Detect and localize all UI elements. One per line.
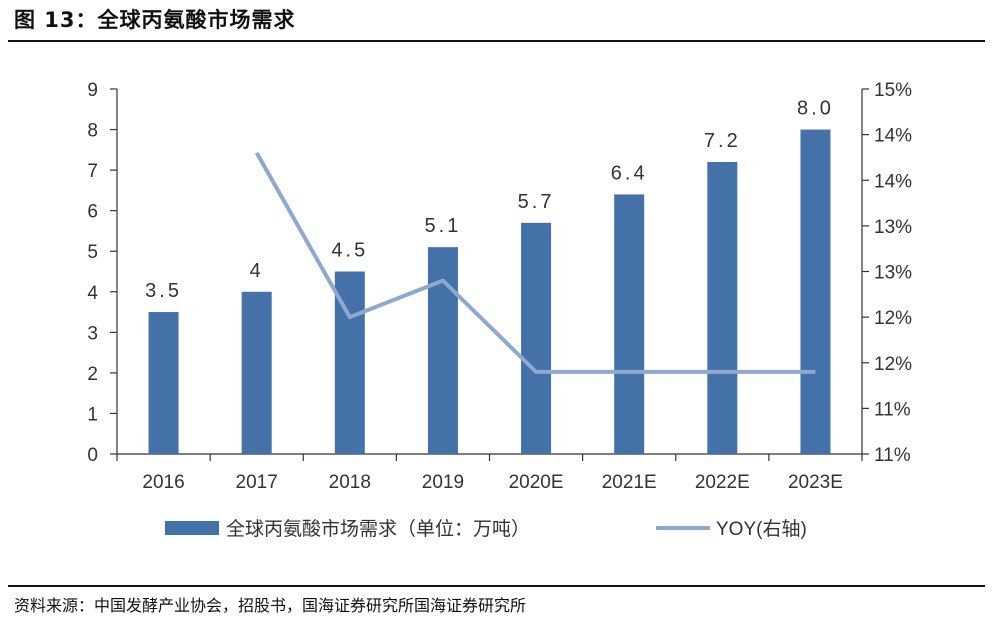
bar — [614, 194, 645, 454]
bar — [707, 162, 738, 454]
bar-data-label: 5.7 — [518, 191, 555, 213]
x-tick-label: 2022E — [695, 472, 750, 493]
x-tick-label: 2017 — [236, 472, 278, 493]
legend-label-bar: 全球丙氨酸市场需求（单位：万吨） — [226, 518, 530, 540]
bar-data-label: 8.0 — [797, 98, 834, 120]
bar-data-label: 6.4 — [611, 162, 648, 184]
y-left-tick-label: 1 — [87, 404, 98, 425]
source-rule — [8, 585, 985, 587]
y-right-tick-label: 15% — [874, 80, 912, 101]
legend-swatch-bar — [165, 521, 219, 535]
yoy-line — [254, 151, 816, 374]
y-left-tick-label: 4 — [87, 283, 98, 304]
bar-data-label: 3.5 — [145, 280, 182, 302]
bar-data-label: 7.2 — [704, 130, 741, 152]
figure-title: 图 13：全球丙氨酸市场需求 — [14, 8, 296, 32]
x-tick-label: 2016 — [142, 472, 184, 493]
x-tick-label: 2020E — [509, 472, 564, 493]
y-right-tick-label: 13% — [874, 217, 912, 238]
y-right-tick-label: 14% — [874, 126, 912, 147]
bar — [521, 222, 552, 454]
y-right-tick-label: 13% — [874, 263, 912, 284]
title-rule — [8, 40, 985, 42]
y-left-tick-label: 3 — [87, 323, 98, 344]
y-right-tick-label: 12% — [874, 354, 912, 375]
y-right-tick-label: 11% — [874, 399, 911, 420]
legend-label-line: YOY(右轴) — [716, 518, 807, 540]
y-left-tick-label: 6 — [87, 202, 98, 223]
chart: 0 1 2 3 4 5 6 7 8 9 11% 11% 12% 12% 13% 13% 14% 14% 15% 201… — [87, 80, 912, 540]
x-tick-label: 2019 — [422, 472, 464, 493]
y-left-tick-label: 5 — [87, 242, 98, 263]
x-tick-label: 2021E — [602, 472, 657, 493]
x-tick-label: 2023E — [788, 472, 843, 493]
y-left-tick-label: 8 — [87, 121, 98, 142]
bar-data-label: 4 — [250, 260, 264, 282]
y-left-tick-label: 2 — [87, 364, 98, 385]
y-right-tick-label: 14% — [874, 171, 912, 192]
y-left-tick-label: 9 — [87, 80, 98, 101]
y-left-tick-label: 7 — [87, 161, 98, 182]
y-right-tick-label: 12% — [874, 308, 912, 329]
bar — [427, 247, 458, 454]
y-right-tick-label: 11% — [874, 445, 911, 466]
bar — [148, 312, 179, 454]
y-left-tick-label: 0 — [87, 445, 98, 466]
bar — [800, 129, 831, 455]
bar-data-label: 4.5 — [331, 240, 368, 262]
bar — [241, 291, 272, 454]
source-note: 资料来源：中国发酵产业协会，招股书，国海证券研究所国海证券研究所 — [14, 596, 527, 615]
bar-data-label: 5.1 — [425, 215, 462, 237]
x-tick-label: 2018 — [329, 472, 371, 493]
